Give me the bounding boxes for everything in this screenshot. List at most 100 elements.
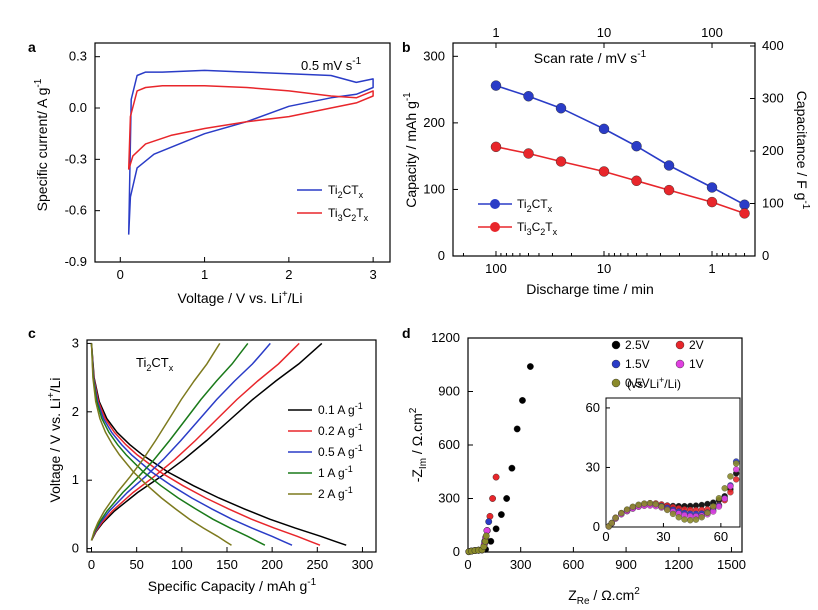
d-inset-point-2_5v — [704, 500, 711, 508]
d-inset-point-0_5v — [669, 510, 677, 518]
b-point-ti3c2tx — [631, 175, 642, 186]
d-point-1_5v — [485, 518, 493, 526]
c-legend-label: 1 A g-1 — [318, 464, 353, 480]
a-scan-rate-annotation: 0.5 mV s-1 — [301, 56, 362, 73]
b-x-tick-label: 1 — [708, 261, 715, 276]
d-inset-point-0_5v — [733, 460, 740, 467]
b-y-right-axis-label: Capacitance / F g-1 — [794, 91, 811, 210]
d-inset-y-tick-label: 30 — [586, 459, 600, 474]
c-legend-label: 0.5 A g-1 — [318, 443, 363, 459]
b-legend-marker-ti3c2tx — [490, 222, 500, 232]
b-y-tick-label: 0 — [438, 248, 445, 263]
d-inset-point-0_5v — [704, 509, 711, 517]
d-point-2_5v — [513, 425, 521, 433]
d-inset-point-0_5v — [721, 485, 728, 492]
d-legend-label: 1.5V — [625, 357, 650, 371]
d-inset-point-0_5v — [675, 514, 682, 521]
c-y-tick-label: 1 — [72, 472, 79, 487]
panel-c-charge-discharge: 0 50 100 150 200 250 300 0 1 2 3 — [72, 335, 377, 572]
c-charge-curve — [90, 342, 249, 541]
b-y-axis-label: Capacity / mAh g-1 — [402, 92, 419, 208]
a-x-tick-label: 3 — [370, 267, 377, 282]
d-inset-point-0_5v — [687, 517, 694, 524]
c-discharge-curve — [90, 343, 347, 546]
d-inset-x-tick-label: 60 — [714, 529, 728, 544]
d-legend-label: 0.5V — [625, 376, 650, 390]
c-y-tick-label: 3 — [72, 335, 79, 350]
d-x-axis-label: ZRe / Ω.cm2 — [568, 586, 640, 607]
b-point-ti3c2tx — [706, 196, 718, 208]
panel-b-rate: 100 10 1 1 10 100 0 100 200 300 0 100 200 300 400 — [423, 25, 783, 276]
b-top-axis-label: Scan rate / mV s-1 — [534, 49, 647, 66]
d-inset-point-0_5v — [652, 501, 659, 508]
a-y-tick-label: 0.0 — [69, 100, 87, 115]
c-x-tick-label: 200 — [261, 557, 283, 572]
b-top-tick-label: 100 — [701, 25, 723, 40]
c-charge-curve — [90, 342, 271, 541]
c-discharge-curve — [90, 343, 321, 546]
b-line-ti2ctx — [495, 84, 745, 206]
d-inset-point-0_5v — [646, 500, 654, 507]
b-y-tick-label: 300 — [423, 48, 445, 63]
d-inset-point-0_5v — [635, 501, 642, 508]
b-point-ti3c2tx — [523, 148, 534, 159]
b-y-right-tick-label: 100 — [762, 196, 784, 211]
d-legend-reference-note: (vs. Li+/Li) — [627, 375, 681, 391]
d-inset-x-tick-label: 0 — [602, 529, 609, 544]
d-point-0_5v — [482, 532, 490, 540]
b-line-ti3c2tx — [495, 146, 745, 215]
panel-a-cv: 0 1 2 3 -0.9 -0.6 -0.3 0.0 0.3 — [65, 42, 391, 282]
a-x-tick-label: 0 — [117, 267, 124, 282]
d-point-2v — [489, 495, 496, 502]
c-legend: 0.1 A g-1 0.2 A g-1 0.5 A g-1 1 A g-1 2 A g-… — [288, 401, 363, 501]
d-point-2_5v — [508, 464, 516, 472]
d-legend-marker — [675, 340, 685, 350]
c-x-tick-label: 150 — [216, 557, 238, 572]
d-inset-y-tick-label: 60 — [586, 400, 600, 415]
c-x-tick-label: 250 — [306, 557, 328, 572]
a-legend-label-ti2ctx: Ti2CTx — [328, 183, 364, 200]
c-x-axis-label: Specific Capacity / mAh g-1 — [148, 577, 317, 594]
b-y-right-tick-label: 300 — [762, 91, 784, 106]
d-y-tick-label: 600 — [438, 437, 460, 452]
c-charge-curve — [90, 342, 323, 541]
b-point-ti2ctx — [663, 160, 675, 171]
d-legend-label: 2.5V — [625, 338, 650, 352]
d-y-tick-label: 1200 — [431, 330, 460, 345]
c-discharge-curve — [90, 343, 232, 546]
d-inset-point-0_5v — [664, 506, 671, 514]
b-legend: Ti2CTx Ti3C2Tx — [478, 197, 558, 237]
panel-label-d: d — [402, 325, 411, 341]
c-x-tick-label: 50 — [129, 557, 143, 572]
a-legend-label-ti3c2tx: Ti3C2Tx — [328, 206, 369, 223]
d-x-tick-label: 300 — [510, 557, 532, 572]
d-inset-point-1v — [715, 503, 723, 510]
a-x-tick-label: 1 — [201, 267, 208, 282]
d-point-2_5v — [492, 525, 500, 533]
d-y-axis-label: -ZIm / Ω.cm2 — [408, 407, 429, 482]
b-y-tick-label: 100 — [423, 181, 445, 196]
b-x-tick-label: 100 — [485, 261, 507, 276]
d-inset-point-0_5v — [681, 516, 688, 523]
a-cv-curve-ti3c2tx — [127, 85, 374, 170]
b-point-ti2ctx — [523, 91, 534, 102]
b-point-ti2ctx — [490, 80, 502, 91]
c-y-tick-label: 0 — [72, 541, 79, 556]
c-x-tick-label: 300 — [352, 557, 374, 572]
c-plot-frame — [86, 339, 377, 553]
d-inset-point-1v — [721, 495, 728, 502]
c-legend-label: 0.2 A g-1 — [318, 422, 363, 438]
d-legend-marker — [675, 359, 685, 369]
b-y-right-tick-label: 400 — [762, 38, 784, 53]
a-y-tick-label: 0.3 — [69, 49, 87, 64]
d-point-2_5v — [519, 397, 526, 404]
d-x-tick-label: 900 — [615, 557, 637, 572]
d-y-tick-label: 0 — [453, 544, 460, 559]
a-y-tick-label: -0.9 — [65, 254, 87, 269]
d-inset-point-1v — [733, 466, 740, 473]
d-point-2v — [492, 473, 500, 481]
a-legend: Ti2CTx Ti3C2Tx — [297, 183, 369, 223]
d-x-tick-label: 1200 — [664, 557, 693, 572]
d-legend-marker — [611, 359, 621, 369]
d-legend-marker — [611, 378, 621, 388]
